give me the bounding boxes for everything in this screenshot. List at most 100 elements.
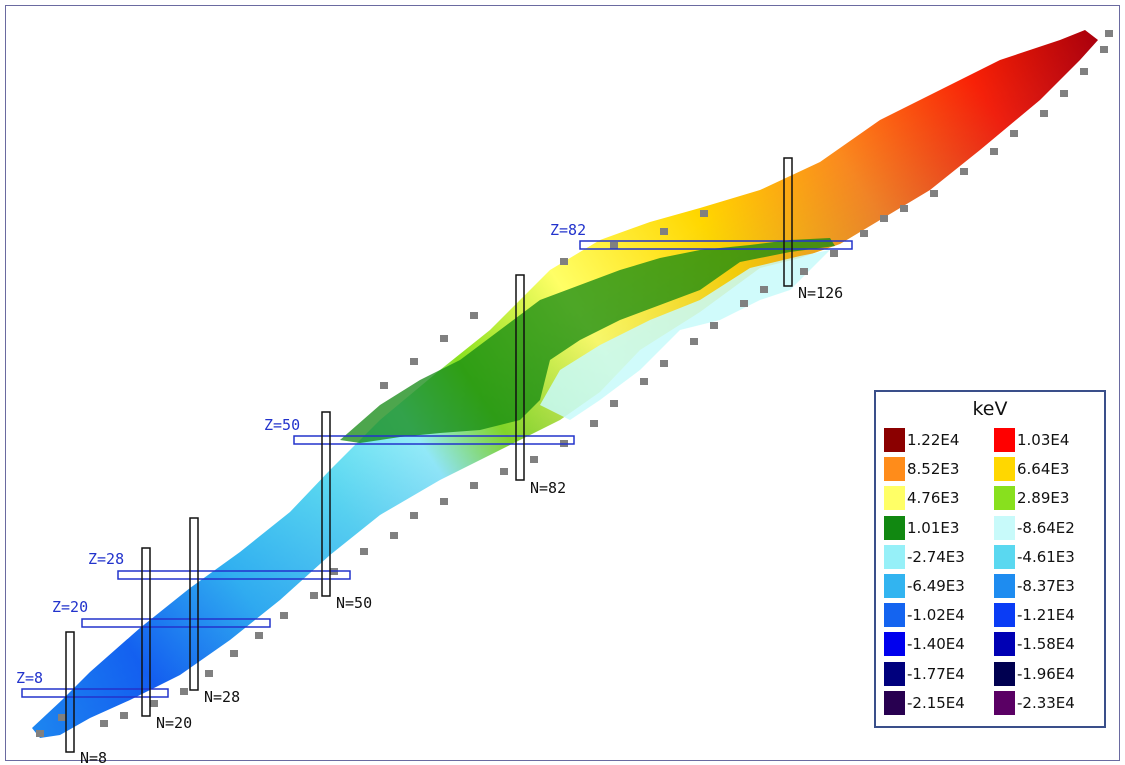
n-magic-label: N=8 xyxy=(80,749,107,765)
legend-label: 1.03E4 xyxy=(1017,431,1070,449)
no-data-cell xyxy=(640,378,648,385)
n-magic-line xyxy=(515,274,525,481)
legend-swatch xyxy=(884,661,905,686)
z-magic-label: Z=28 xyxy=(88,550,124,568)
legend-label: 2.89E3 xyxy=(1017,489,1070,508)
n-magic-line xyxy=(65,631,75,753)
legend-entry: -2.33E4 xyxy=(994,690,1075,715)
legend-entry: -1.77E4 xyxy=(884,661,965,686)
n-magic-label: N=50 xyxy=(336,594,372,612)
n-magic-label: N=28 xyxy=(204,688,240,706)
no-data-cell xyxy=(700,210,708,217)
legend-swatch xyxy=(884,515,905,540)
legend-label: -1.77E4 xyxy=(907,664,965,683)
no-data-cell xyxy=(740,300,748,307)
no-data-cell xyxy=(255,632,263,639)
legend-label: -1.21E4 xyxy=(1017,606,1075,625)
no-data-cells xyxy=(36,30,1113,737)
legend-swatch xyxy=(994,515,1015,540)
legend-entry: 4.76E3 xyxy=(884,486,960,511)
legend-label: 6.64E3 xyxy=(1017,460,1070,479)
legend-entry: -1.02E4 xyxy=(884,603,965,628)
legend-entry: -4.61E3 xyxy=(994,544,1075,569)
no-data-cell xyxy=(660,228,668,235)
no-data-cell xyxy=(380,382,388,389)
no-data-cell xyxy=(760,286,768,293)
no-data-cell xyxy=(390,532,398,539)
legend-swatch xyxy=(994,486,1015,511)
no-data-cell xyxy=(205,670,213,677)
legend-label: -6.49E3 xyxy=(907,577,965,595)
legend-label: -1.40E4 xyxy=(907,635,965,654)
no-data-cell xyxy=(830,250,838,257)
legend-label: -2.15E4 xyxy=(907,693,965,712)
legend-title: keV xyxy=(972,398,1008,420)
legend-swatch xyxy=(994,544,1015,569)
legend-label: 1.22E4 xyxy=(907,431,960,449)
no-data-cell xyxy=(100,720,108,727)
no-data-cell xyxy=(410,512,418,519)
no-data-cell xyxy=(1105,30,1113,37)
legend-swatch xyxy=(884,486,905,511)
z-magic-line xyxy=(579,240,853,250)
no-data-cell xyxy=(470,312,478,319)
z-magic-label: Z=82 xyxy=(550,221,586,239)
legend-swatch xyxy=(884,690,905,715)
legend-label: -8.64E2 xyxy=(1017,518,1075,537)
no-data-cell xyxy=(360,548,368,555)
no-data-cell xyxy=(960,168,968,175)
legend-entry: -2.15E4 xyxy=(884,690,965,715)
legend-swatch xyxy=(994,603,1015,628)
z-magic-line xyxy=(117,570,351,580)
legend-label: -4.61E3 xyxy=(1017,547,1075,566)
n-magic-line xyxy=(783,157,793,287)
no-data-cell xyxy=(230,650,238,657)
legend-entry: -6.49E3 xyxy=(884,574,965,598)
no-data-cell xyxy=(610,400,618,407)
no-data-cell xyxy=(590,420,598,427)
no-data-cell xyxy=(36,730,44,737)
legend-entry: 6.64E3 xyxy=(994,457,1070,482)
magic-number-lines: Z=8 Z=20 Z=28 Z=50 Z=82 N=8 N=20 N=28 N=50 N=82 N=… xyxy=(16,157,853,765)
legend-swatch xyxy=(994,457,1015,482)
no-data-cell xyxy=(410,358,418,365)
legend-entry: 1.01E3 xyxy=(884,515,959,540)
no-data-cell xyxy=(610,242,618,249)
legend-swatch xyxy=(884,428,905,452)
no-data-cell xyxy=(120,712,128,719)
no-data-cell xyxy=(470,482,478,489)
no-data-cell xyxy=(560,258,568,265)
z-magic-line xyxy=(293,435,575,445)
band-stripe-green xyxy=(340,238,835,443)
legend-entry: 8.52E3 xyxy=(884,457,960,482)
legend-entry: -8.37E3 xyxy=(994,574,1075,598)
no-data-cell xyxy=(440,498,448,505)
legend-label: -2.33E4 xyxy=(1017,693,1075,712)
legend-entry: -2.74E3 xyxy=(884,544,965,569)
legend-label: 4.76E3 xyxy=(907,489,960,508)
no-data-cell xyxy=(1040,110,1048,117)
legend-entry: 1.22E4 xyxy=(884,428,959,452)
no-data-cell xyxy=(280,612,288,619)
legend-label: 8.52E3 xyxy=(907,460,960,479)
no-data-cell xyxy=(800,268,808,275)
band-stripe-cyan xyxy=(540,250,830,420)
legend-label: -1.02E4 xyxy=(907,606,965,625)
nuclide-band xyxy=(32,30,1098,738)
legend-swatch xyxy=(884,457,905,482)
n-magic-label: N=82 xyxy=(530,479,566,497)
n-magic-line xyxy=(189,517,199,691)
n-magic-label: N=20 xyxy=(156,714,192,732)
legend-swatch xyxy=(994,574,1015,598)
legend-entry: 1.03E4 xyxy=(994,428,1069,452)
no-data-cell xyxy=(1060,90,1068,97)
no-data-cell xyxy=(58,714,66,721)
legend-swatch xyxy=(884,544,905,569)
legend-swatch xyxy=(994,632,1015,657)
n-magic-line xyxy=(321,411,331,597)
legend-swatch xyxy=(994,428,1015,452)
legend-label: -1.96E4 xyxy=(1017,664,1075,683)
no-data-cell xyxy=(930,190,938,197)
legend-entry: -1.96E4 xyxy=(994,661,1075,686)
